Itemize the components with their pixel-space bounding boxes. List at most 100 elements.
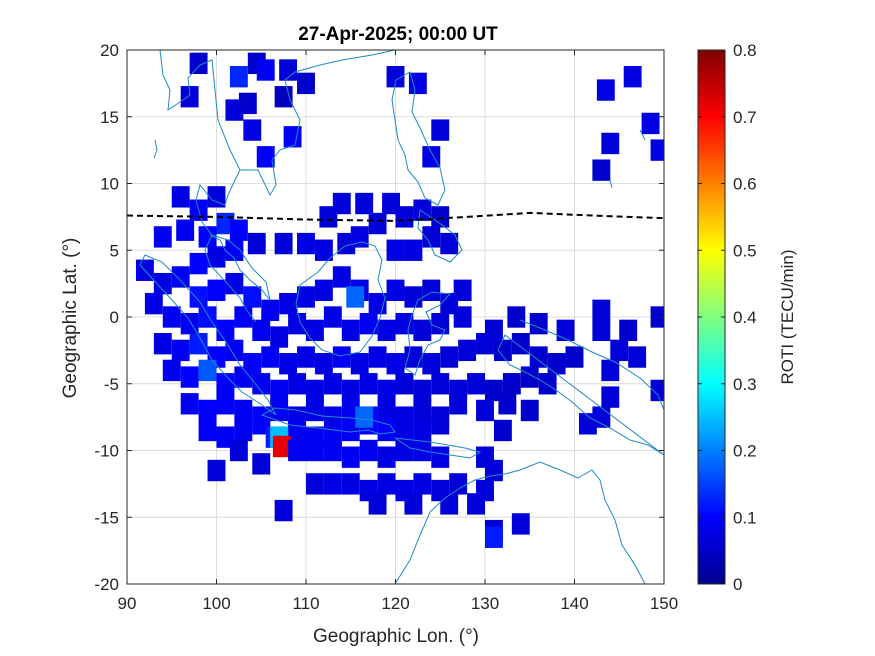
roti-cell <box>225 239 244 261</box>
roti-cell <box>171 266 190 288</box>
y-tick-label: -5 <box>104 375 119 394</box>
magnetic-equator-line <box>127 211 664 222</box>
colorbar-tick-label: 0.1 <box>733 508 757 527</box>
roti-cell <box>270 399 289 422</box>
roti-cell <box>323 373 342 395</box>
roti-cell <box>332 266 351 288</box>
y-tick-label: 20 <box>100 41 119 60</box>
roti-cell <box>261 346 280 368</box>
roti-cell <box>431 373 450 395</box>
roti-cell <box>341 399 360 422</box>
roti-cell <box>323 473 342 495</box>
roti-cell <box>529 312 548 335</box>
roti-cell <box>493 339 512 362</box>
roti-cell <box>395 206 414 228</box>
roti-cell <box>431 413 450 435</box>
roti-cell <box>650 379 664 402</box>
roti-cell <box>413 199 432 221</box>
roti-cell <box>511 333 530 355</box>
roti-cell <box>270 379 289 402</box>
x-tick-label: 150 <box>650 594 678 613</box>
roti-cell <box>341 379 360 402</box>
roti-cell <box>368 346 387 368</box>
roti-cell <box>386 239 405 261</box>
coastline-philippines <box>391 71 463 263</box>
roti-cell <box>359 373 378 395</box>
roti-cell <box>180 366 199 388</box>
colorbar-ticks: 0.8 0.7 0.6 0.5 0.4 0.3 0.2 0.1 0 <box>698 41 757 594</box>
roti-cell <box>404 239 423 261</box>
roti-cell <box>153 226 172 248</box>
roti-cell <box>368 212 387 235</box>
roti-cell <box>355 192 374 215</box>
y-tick-label: -20 <box>94 575 119 594</box>
roti-cell <box>323 306 342 328</box>
roti-cell <box>234 399 253 422</box>
roti-cell <box>216 319 235 342</box>
roti-cell <box>641 112 660 135</box>
roti-cell <box>243 286 262 308</box>
roti-cell <box>234 306 253 328</box>
roti-cell <box>610 339 629 362</box>
colorbar-tick-label: 0.7 <box>733 108 757 127</box>
roti-cell <box>306 399 324 422</box>
roti-cell <box>350 353 369 375</box>
coastline-australia <box>394 461 646 584</box>
roti-cell <box>386 353 405 375</box>
roti-cell <box>171 339 190 362</box>
roti-cell <box>596 79 615 101</box>
roti-cell <box>256 146 275 168</box>
roti-cell <box>650 306 664 328</box>
roti-cell <box>288 373 306 395</box>
roti-cell <box>306 439 324 462</box>
roti-cell <box>404 286 423 308</box>
roti-cell <box>395 406 414 428</box>
roti-cell <box>404 346 423 368</box>
y-tick-label: 15 <box>100 108 119 127</box>
roti-cell <box>283 126 302 148</box>
roti-cell <box>180 393 199 415</box>
roti-cell <box>198 359 217 382</box>
colorbar-tick-label: 0.5 <box>733 241 757 260</box>
roti-cell <box>601 359 620 382</box>
coastline-small-islands <box>153 129 646 189</box>
roti-cell <box>440 346 459 368</box>
roti-cell <box>229 439 248 462</box>
roti-cell <box>274 499 293 522</box>
roti-cell <box>207 459 226 482</box>
roti-cell <box>153 333 172 355</box>
roti-cell <box>323 439 342 462</box>
coastline-borneo <box>295 241 386 357</box>
coastlines <box>139 50 664 584</box>
roti-cell <box>377 419 396 442</box>
roti-cell <box>413 379 432 402</box>
roti-cell <box>306 379 324 402</box>
roti-cell <box>502 373 521 395</box>
roti-cell <box>623 66 642 88</box>
roti-cell <box>422 353 441 375</box>
x-tick-label: 110 <box>292 594 319 613</box>
y-tick-label: 10 <box>100 175 119 194</box>
roti-cell <box>449 393 468 415</box>
roti-cell <box>601 132 620 155</box>
coastline-peninsula <box>204 234 257 323</box>
roti-cell <box>386 279 405 301</box>
roti-cell <box>556 319 575 342</box>
roti-cell <box>162 306 181 328</box>
roti-cell <box>565 346 584 368</box>
roti-cell <box>431 312 450 335</box>
roti-cell <box>207 186 226 208</box>
roti-cell <box>467 493 485 515</box>
roti-cell <box>216 426 235 448</box>
colorbar-label: ROTI (TECU/min) <box>778 249 797 384</box>
roti-cell <box>476 399 494 422</box>
roti-cell <box>440 232 459 255</box>
roti-cell <box>288 439 306 462</box>
coastline-java <box>260 407 396 435</box>
roti-cell <box>458 339 477 362</box>
roti-cell <box>225 272 244 295</box>
roti-cell <box>306 319 324 342</box>
roti-cell <box>377 399 396 422</box>
roti-cell <box>198 226 217 248</box>
